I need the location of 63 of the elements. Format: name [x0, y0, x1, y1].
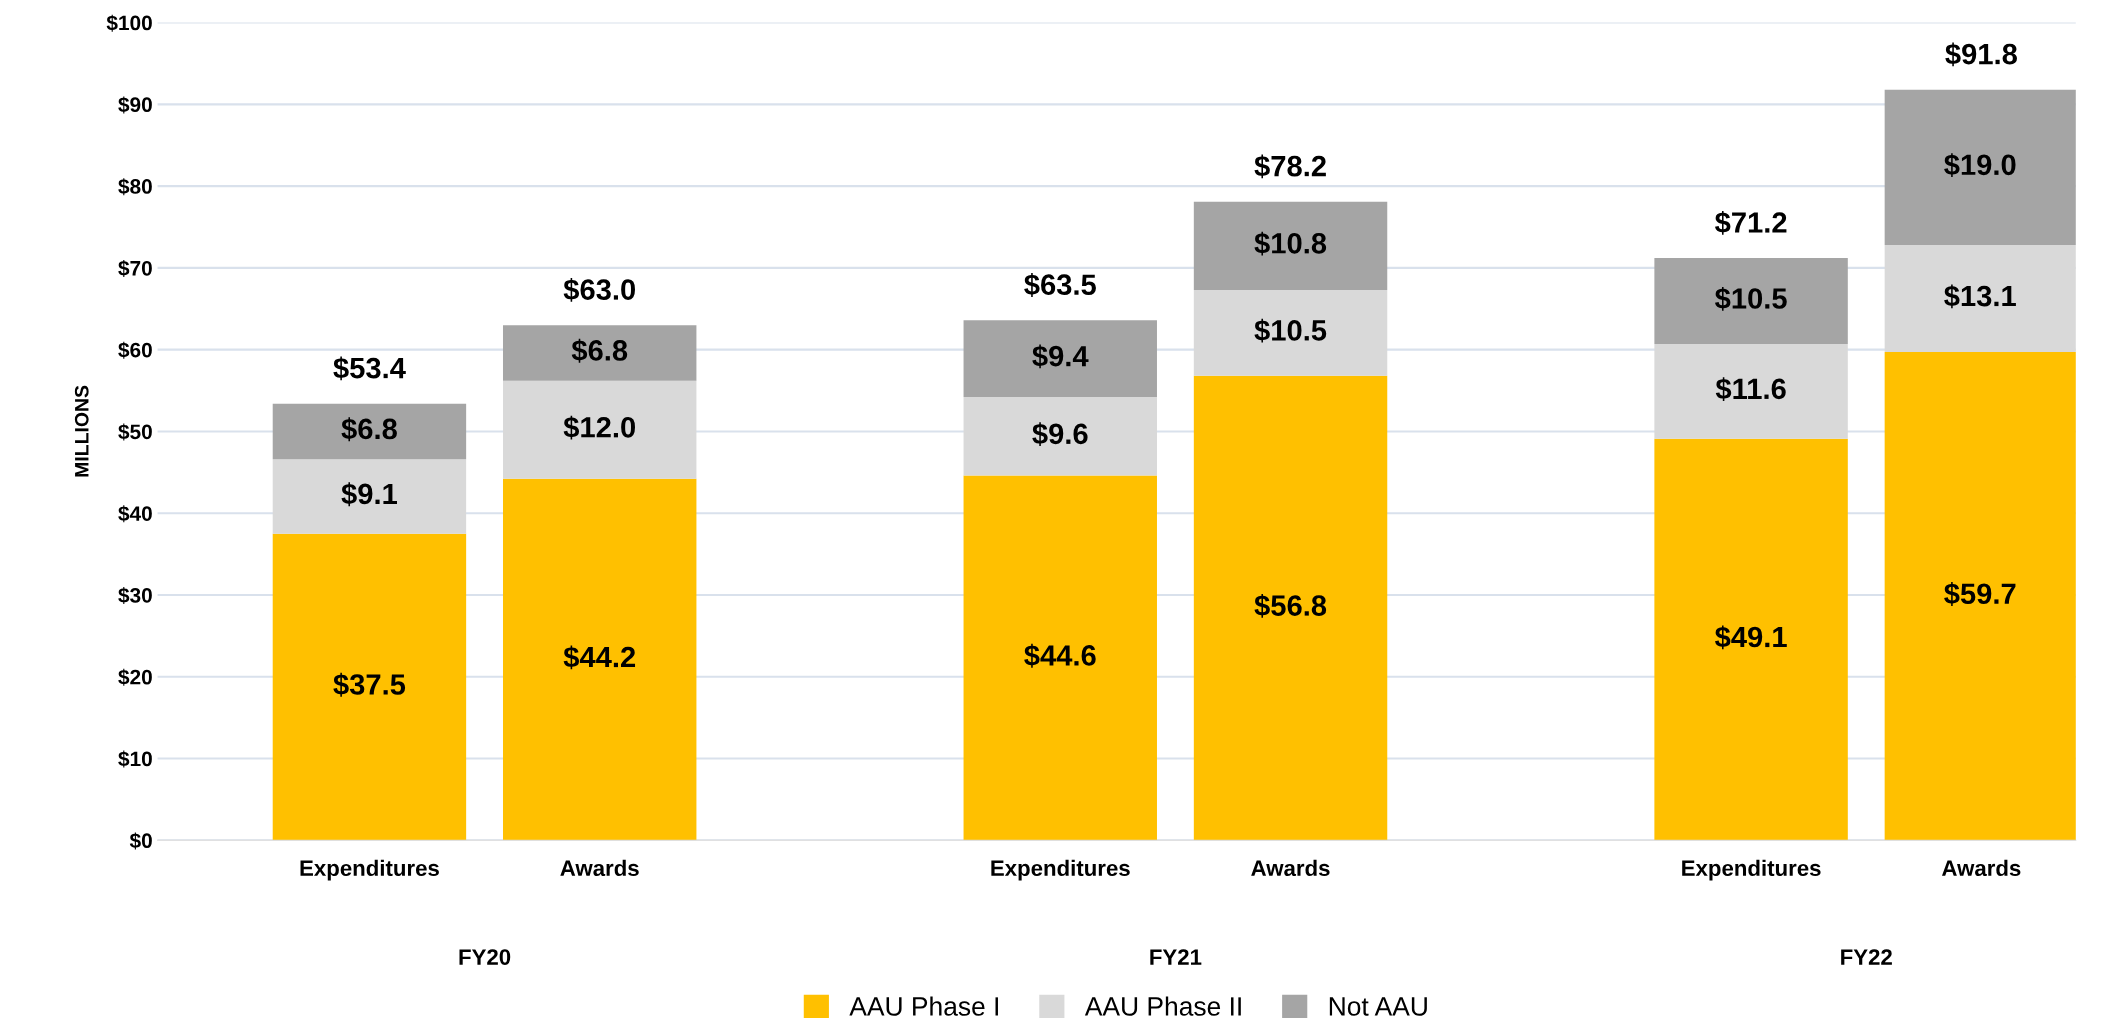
bar	[1654, 438, 1848, 841]
text: $9.4	[1032, 344, 1089, 369]
y-tick-label: $90	[118, 96, 152, 114]
text: $59.7	[1944, 582, 2016, 606]
text: $49.1	[1714, 625, 1787, 650]
x-tick-label: Expenditures	[991, 859, 1130, 881]
text: FY21	[1150, 949, 1202, 965]
bar	[963, 397, 1157, 476]
text: $11.6	[1715, 377, 1786, 402]
y-tick-label: $0	[129, 832, 152, 850]
bar	[1654, 343, 1848, 439]
bar	[502, 478, 697, 841]
total-label: $53.4	[333, 356, 406, 381]
total-label: $63.0	[563, 277, 636, 302]
bar	[1193, 289, 1388, 376]
y-tick-label: $30	[118, 587, 152, 605]
y-tick-label: $10	[118, 750, 152, 768]
text: $9.6	[1032, 422, 1088, 447]
text: $13.1	[1944, 284, 2016, 309]
y-tick-label: $40	[118, 505, 152, 523]
bar	[272, 533, 467, 841]
text: $9.1	[341, 482, 397, 507]
bar	[1193, 375, 1388, 841]
bar	[502, 325, 697, 381]
x-tick-label: Awards	[560, 859, 639, 877]
bar	[963, 320, 1157, 398]
y-tick-label: $70	[118, 259, 152, 277]
legend-label: Not AAU	[1329, 997, 1427, 1016]
text: $19.0	[1944, 153, 2016, 178]
text: $6.8	[571, 338, 628, 363]
total-label: $71.2	[1714, 210, 1787, 235]
bar	[963, 475, 1157, 841]
x-tick-label: Expenditures	[300, 859, 439, 881]
y-tick-label: $20	[118, 668, 152, 686]
total-label: $63.5	[1024, 273, 1096, 297]
text: FY22	[1841, 949, 1892, 965]
bar	[1193, 201, 1388, 290]
text: $44.6	[1024, 643, 1096, 668]
text: $37.5	[333, 672, 406, 697]
y-tick-label: $80	[118, 178, 152, 196]
text: $10.5	[1714, 286, 1787, 311]
legend-label: AAU Phase I	[849, 996, 998, 1016]
text: $6.8	[341, 417, 397, 442]
text: $56.8	[1254, 593, 1327, 618]
y-tick-label: $60	[118, 341, 152, 359]
x-tick-label: Awards	[1251, 859, 1330, 877]
y-tick-label: $50	[118, 423, 152, 441]
text: $10.5	[1254, 318, 1327, 343]
text: $12.0	[563, 415, 636, 440]
text: FY20	[459, 949, 511, 965]
legend-label: AAU Phase II	[1084, 996, 1241, 1016]
bar	[502, 380, 697, 479]
bar	[272, 403, 467, 460]
bar	[272, 459, 467, 534]
text: $10.8	[1254, 231, 1327, 256]
total-label: $91.8	[1945, 42, 2017, 67]
bar	[1654, 258, 1848, 344]
x-tick-label: Awards	[1941, 859, 2021, 877]
text: $44.2	[563, 645, 636, 670]
total-label: $78.2	[1254, 154, 1326, 179]
x-tick-label: Expenditures	[1682, 859, 1821, 881]
y-tick-label: $100	[106, 14, 152, 32]
y-axis-title: MILLIONS	[74, 385, 89, 477]
